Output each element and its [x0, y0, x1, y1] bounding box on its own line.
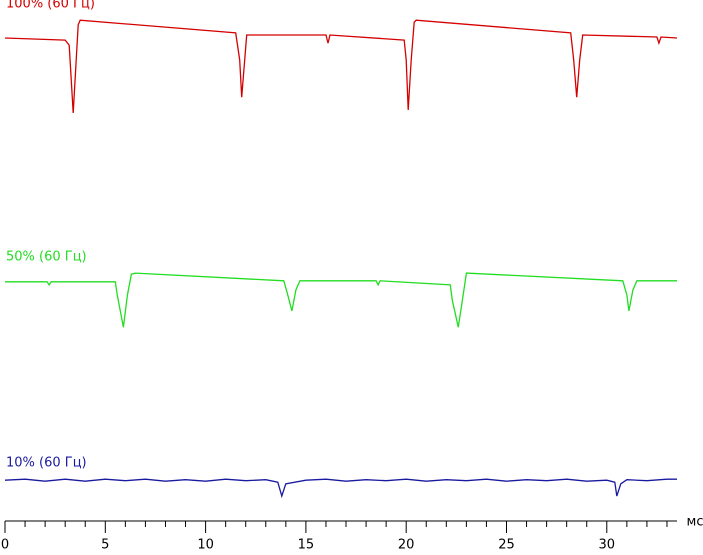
- trace: [5, 272, 677, 328]
- x-tick-label: 0: [1, 538, 9, 552]
- x-tick-label: 15: [298, 538, 315, 552]
- x-tick-label: 20: [398, 538, 415, 552]
- x-tick-label: 30: [599, 538, 616, 552]
- trace-label: 100% (60 Гц): [6, 0, 95, 12]
- trace-label: 10% (60 Гц): [6, 456, 87, 471]
- trace: [4, 478, 677, 499]
- x-tick-label: 10: [197, 538, 214, 552]
- x-tick-label: 5: [101, 538, 109, 552]
- x-unit: мс: [687, 515, 703, 530]
- trace: [4, 19, 678, 114]
- trace-label: 50% (60 Гц): [6, 250, 87, 265]
- x-tick-label: 25: [498, 538, 515, 552]
